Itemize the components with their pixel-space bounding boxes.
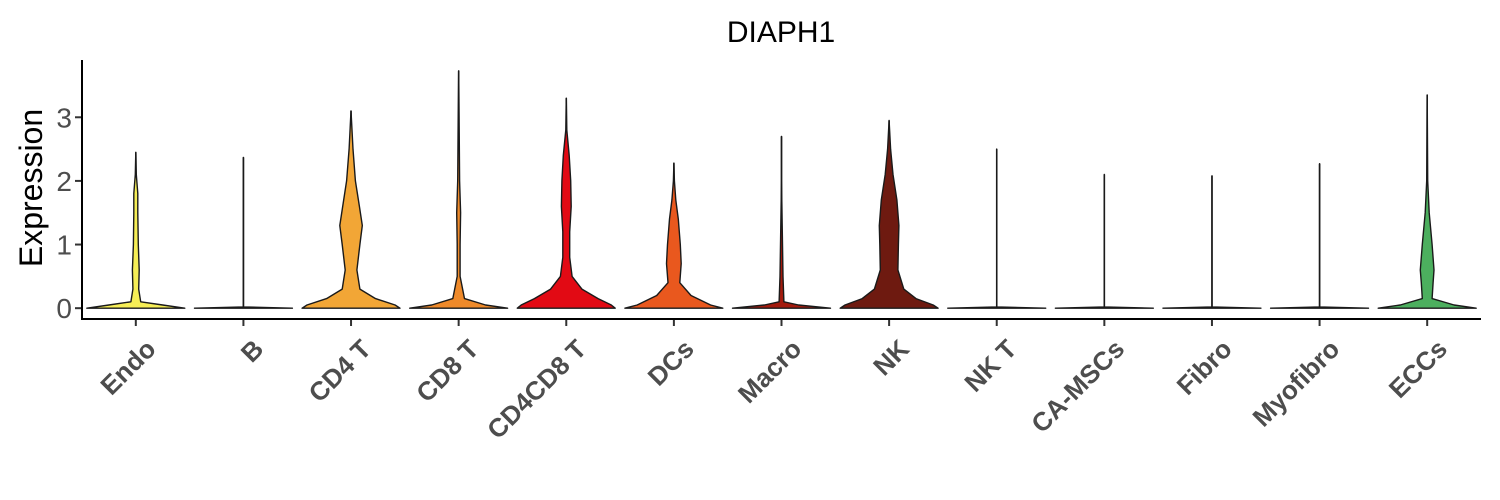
y-axis-label: Expression xyxy=(13,109,49,267)
x-tick-label-cd4-t: CD4 T xyxy=(303,334,377,408)
x-tick-label-fibro: Fibro xyxy=(1171,334,1238,401)
y-tick-label: 2 xyxy=(56,166,72,197)
violin-cd8-t xyxy=(409,70,509,309)
violin-eccs xyxy=(1377,94,1477,309)
violin-fibro xyxy=(1162,175,1262,309)
x-tick-label-eccs: ECCs xyxy=(1383,334,1453,404)
violin-macro xyxy=(731,135,832,309)
x-tick-label-nk-t: NK T xyxy=(958,334,1022,398)
violin-group xyxy=(86,70,1477,309)
violin-nk-t xyxy=(947,148,1047,309)
violin-myofibro xyxy=(1269,163,1370,309)
x-tick-label-nk: NK xyxy=(867,333,915,381)
x-tick-label-endo: Endo xyxy=(94,334,161,401)
x-tick-label-myofibro: Myofibro xyxy=(1247,334,1346,433)
violin-ca-mscs xyxy=(1054,173,1154,309)
violin-b xyxy=(193,156,294,309)
violin-cd4-t xyxy=(301,110,401,309)
violin-dcs xyxy=(624,162,724,309)
x-tick-label-dcs: DCs xyxy=(642,334,700,392)
y-tick-label: 0 xyxy=(56,293,72,324)
violin-cd4cd8-t xyxy=(516,97,616,309)
violin-nk xyxy=(839,119,939,309)
y-axis-ticks: 0 1 2 3 xyxy=(56,102,82,324)
x-tick-label-ca-mscs: CA-MSCs xyxy=(1025,334,1130,439)
x-tick-label-cd8-t: CD8 T xyxy=(410,334,484,408)
y-tick-label: 1 xyxy=(56,230,72,261)
violin-endo xyxy=(86,151,186,309)
x-tick-label-cd4cd8-t: CD4CD8 T xyxy=(481,334,592,445)
x-tick-label-macro: Macro xyxy=(732,334,807,409)
chart-title: DIAPH1 xyxy=(727,16,835,49)
x-tick-label-b: B xyxy=(235,334,269,368)
y-tick-label: 3 xyxy=(56,102,72,133)
